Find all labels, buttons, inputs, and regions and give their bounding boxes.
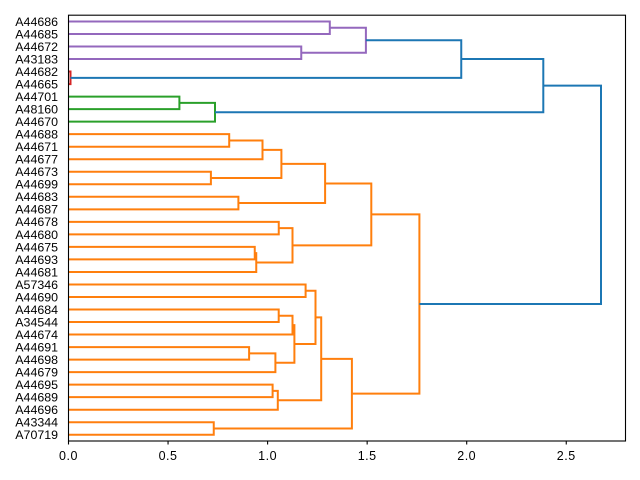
svg-text:A48160: A48160 — [15, 103, 58, 117]
svg-text:A44695: A44695 — [15, 378, 58, 392]
svg-text:A44679: A44679 — [15, 366, 58, 380]
svg-text:A44693: A44693 — [15, 253, 58, 267]
svg-text:A44690: A44690 — [15, 290, 58, 304]
svg-text:0.0: 0.0 — [59, 449, 78, 463]
svg-text:A43183: A43183 — [15, 52, 58, 66]
svg-text:A44691: A44691 — [15, 340, 58, 354]
svg-text:2.0: 2.0 — [457, 449, 476, 463]
svg-text:A57346: A57346 — [15, 278, 58, 292]
svg-text:0.5: 0.5 — [159, 449, 178, 463]
svg-text:A44701: A44701 — [15, 90, 58, 104]
svg-text:A44685: A44685 — [15, 27, 58, 41]
svg-text:A44682: A44682 — [15, 65, 58, 79]
svg-text:1.0: 1.0 — [258, 449, 277, 463]
svg-text:A44665: A44665 — [15, 77, 58, 91]
svg-text:A70719: A70719 — [15, 428, 58, 442]
svg-text:A44686: A44686 — [15, 15, 58, 29]
svg-text:A44681: A44681 — [15, 265, 58, 279]
svg-text:A44673: A44673 — [15, 165, 58, 179]
svg-text:A44680: A44680 — [15, 228, 58, 242]
svg-text:A44698: A44698 — [15, 353, 58, 367]
svg-text:A44672: A44672 — [15, 40, 58, 54]
svg-text:A44688: A44688 — [15, 128, 58, 142]
svg-text:2.5: 2.5 — [557, 449, 576, 463]
svg-text:A44674: A44674 — [15, 328, 58, 342]
svg-text:A44699: A44699 — [15, 178, 58, 192]
svg-text:A44696: A44696 — [15, 403, 58, 417]
svg-text:1.5: 1.5 — [358, 449, 377, 463]
svg-text:A44675: A44675 — [15, 240, 58, 254]
svg-text:A44678: A44678 — [15, 215, 58, 229]
svg-text:A44684: A44684 — [15, 303, 58, 317]
svg-text:A44689: A44689 — [15, 391, 58, 405]
svg-text:A44683: A44683 — [15, 190, 58, 204]
svg-text:A44677: A44677 — [15, 153, 58, 167]
svg-text:A44671: A44671 — [15, 140, 58, 154]
svg-text:A34544: A34544 — [15, 315, 58, 329]
svg-text:A44687: A44687 — [15, 203, 58, 217]
svg-text:A44670: A44670 — [15, 115, 58, 129]
svg-text:A43344: A43344 — [15, 416, 58, 430]
